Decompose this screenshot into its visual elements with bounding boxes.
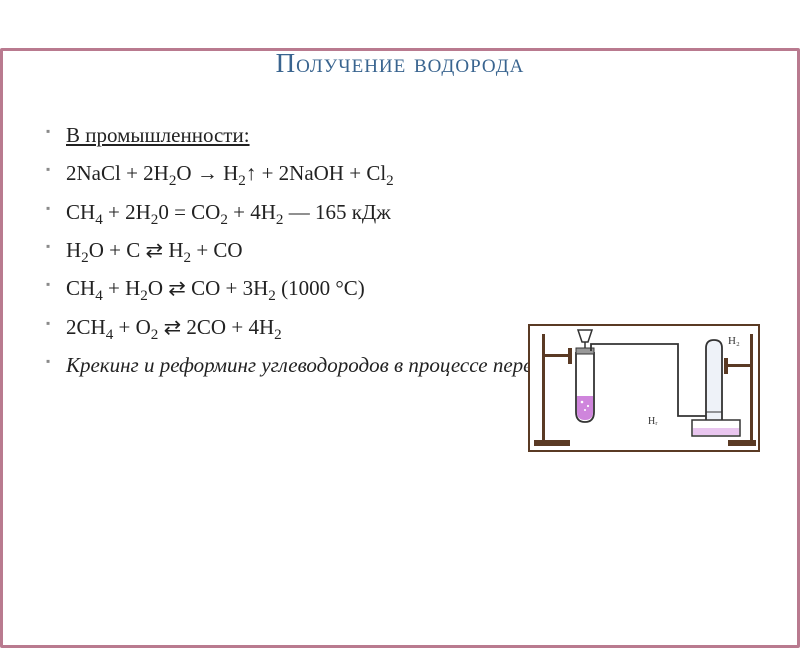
list-item: H2O + C ⇄ H2 + CO <box>42 236 770 264</box>
eq-sub: 2 <box>81 250 89 266</box>
list-item: CH4 + H2O ⇄ CO + 3H2 (1000 °C) <box>42 274 770 302</box>
svg-text:H₂: H₂ <box>728 335 740 347</box>
eq-part: 2NaCl + 2H <box>66 161 169 185</box>
eq-part: O ⇄ CO + 3H <box>148 276 268 300</box>
eq-sub: 2 <box>268 289 276 305</box>
list-item: В промышленности: <box>42 121 770 149</box>
eq-sub: 2 <box>274 327 282 343</box>
eq-sub: 2 <box>238 174 246 190</box>
eq-part: CH <box>66 200 95 224</box>
eq-part: O → H <box>176 161 238 185</box>
apparatus-figure: Hᵣ H₂ <box>528 324 760 452</box>
eq-part: CH <box>66 276 95 300</box>
eq-sub: 4 <box>95 212 103 228</box>
eq-part: (1000 °C) <box>276 276 365 300</box>
eq-part: + 2H <box>103 200 151 224</box>
eq-part: + O <box>113 315 151 339</box>
eq-part: + H <box>103 276 141 300</box>
eq-part: + 4H <box>228 200 276 224</box>
eq-sub: 2 <box>140 289 148 305</box>
eq-part: 2CH <box>66 315 106 339</box>
eq-part: H <box>66 238 81 262</box>
list-item: CH4 + 2H20 = CO2 + 4H2 — 165 кДж <box>42 198 770 226</box>
eq-sub: 2 <box>386 174 394 190</box>
eq-sub: 2 <box>184 250 192 266</box>
eq-sub: 4 <box>95 289 103 305</box>
apparatus-svg: Hᵣ H₂ <box>528 324 760 452</box>
eq-part: — 165 кДж <box>283 200 390 224</box>
eq-part: 0 = CO <box>158 200 220 224</box>
eq-part: ↑ + 2NaOH + Cl <box>246 161 386 185</box>
eq-part: + CO <box>191 238 243 262</box>
list-item: 2NaCl + 2H2O → H2↑ + 2NaOH + Cl2 <box>42 159 770 187</box>
subtitle-text: В промышленности: <box>66 123 250 147</box>
eq-part: ⇄ 2CO + 4H <box>158 315 274 339</box>
eq-sub: 2 <box>220 212 228 228</box>
svg-text:Hᵣ: Hᵣ <box>648 416 658 427</box>
eq-part: O + C ⇄ H <box>89 238 184 262</box>
